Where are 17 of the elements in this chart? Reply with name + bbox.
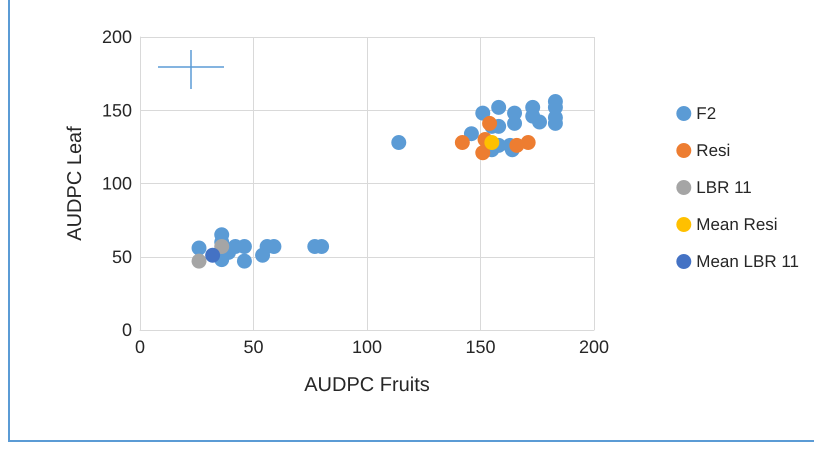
legend-label: Mean LBR 11 (696, 252, 800, 271)
legend-label: Mean Resi (696, 215, 778, 234)
x-tick-label: 100 (352, 337, 382, 357)
y-tick-label: 0 (122, 320, 132, 340)
x-tick-label: 200 (578, 337, 610, 357)
y-tick-label: 100 (102, 174, 132, 194)
x-tick-label: 0 (134, 337, 146, 357)
y-tick-label: 50 (112, 246, 132, 267)
legend-label: LBR 11 (696, 178, 752, 197)
x-tick-label: 150 (465, 337, 496, 357)
y-axis-title: AUDPC Leaf (64, 126, 86, 241)
x-axis-title: AUDPC Fruits (304, 374, 430, 396)
legend-label: F2 (696, 104, 716, 123)
x-tick-label: 50 (243, 337, 264, 357)
y-tick-label: 200 (102, 27, 132, 47)
legend-label: Resi (696, 141, 730, 160)
y-tick-label: 150 (102, 100, 132, 120)
